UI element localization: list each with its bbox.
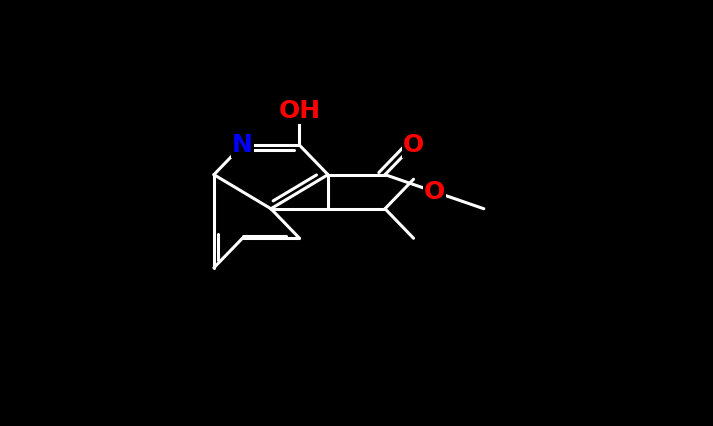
Text: O: O (403, 133, 424, 157)
Text: O: O (424, 180, 445, 204)
Text: N: N (232, 133, 253, 157)
Text: OH: OH (278, 99, 321, 123)
